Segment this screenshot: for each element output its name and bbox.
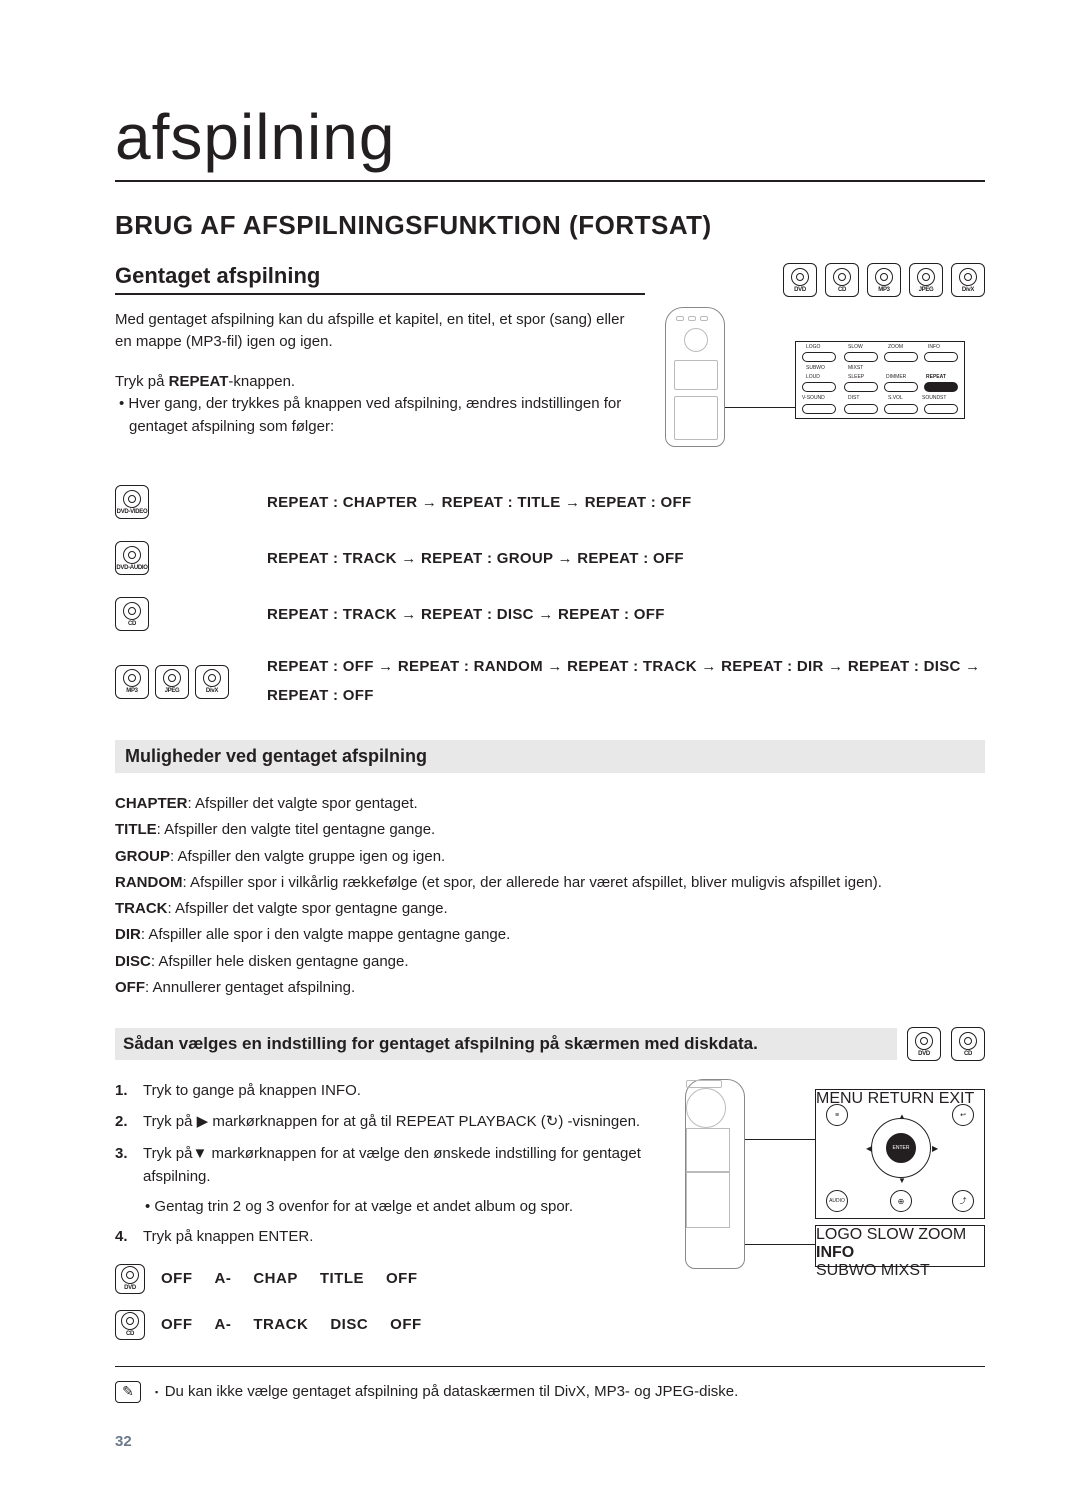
table-row: MP3 JPEG DivX REPEAT : OFF → REPEAT : RA… — [115, 653, 985, 710]
page-title: afspilning — [115, 100, 985, 182]
remote-diagram-top: LOGO SLOW ZOOM INFO SUBWO MIXST LOUD SLE… — [665, 307, 965, 457]
list-sub-item: • Gentag trin 2 og 3 ovenfor for at vælg… — [155, 1196, 661, 1219]
list-item: 4.Tryk på knappen ENTER. — [115, 1225, 661, 1248]
onscreen-heading: Sådan vælges en indstilling for gentaget… — [115, 1028, 897, 1060]
format-badges-top: DVD CD MP3 JPEG DivX — [665, 263, 985, 297]
repeat-button-highlight — [924, 382, 958, 392]
options-heading: Muligheder ved gentaget afspilning — [115, 740, 985, 773]
badge-mp3: MP3 — [867, 263, 901, 297]
badge-jpeg: JPEG — [909, 263, 943, 297]
table-row: CD REPEAT : TRACK → REPEAT : DISC → REPE… — [115, 597, 985, 631]
badge-cd: CD — [951, 1027, 985, 1061]
badge-cd: CD — [825, 263, 859, 297]
list-item: 1.Tryk to gange på knappen INFO. — [115, 1079, 661, 1102]
repeat-intro: Med gentaget afspilning kan du afspille … — [115, 309, 645, 353]
badge-divx: DivX — [951, 263, 985, 297]
repeat-instruction: Tryk på REPEAT-knappen. — [115, 371, 645, 394]
page-number: 32 — [115, 1433, 132, 1450]
remote-diagram-bottom: MENU RETURN ≡ ↩ ENTER ▲ ▼ ◀ ▶ EXIT AUDIO… — [685, 1079, 985, 1279]
seq-row-cd: CD OFF A- TRACK DISC OFF — [115, 1310, 661, 1340]
seq-row-dvd: DVD OFF A- CHAP TITLE OFF — [115, 1264, 661, 1294]
section-heading: BRUG AF AFSPILNINGSFUNKTION (FORTSAT) — [115, 210, 985, 241]
repeat-bullet: • Hver gang, der trykkes på knappen ved … — [115, 393, 645, 438]
badge-dvd: DVD — [783, 263, 817, 297]
options-list: CHAPTER: Afspiller det valgte spor genta… — [115, 791, 985, 1001]
list-item: 3.Tryk på▼ markørknappen for at vælge de… — [115, 1142, 661, 1189]
table-row: DVD-AUDIO REPEAT : TRACK → REPEAT : GROU… — [115, 541, 985, 575]
list-item: 2.Tryk på ▶ markørknappen for at gå til … — [115, 1110, 661, 1133]
note-icon: ✎ — [115, 1381, 141, 1403]
table-row: DVD-VIDEO REPEAT : CHAPTER → REPEAT : TI… — [115, 485, 985, 519]
repeat-heading: Gentaget afspilning — [115, 263, 645, 295]
badge-dvd: DVD — [907, 1027, 941, 1061]
note-text: Du kan ikke vælge gentaget afspilning på… — [155, 1383, 738, 1400]
note-row: ✎ Du kan ikke vælge gentaget afspilning … — [115, 1366, 985, 1403]
repeat-sequence-table: DVD-VIDEO REPEAT : CHAPTER → REPEAT : TI… — [115, 485, 985, 710]
